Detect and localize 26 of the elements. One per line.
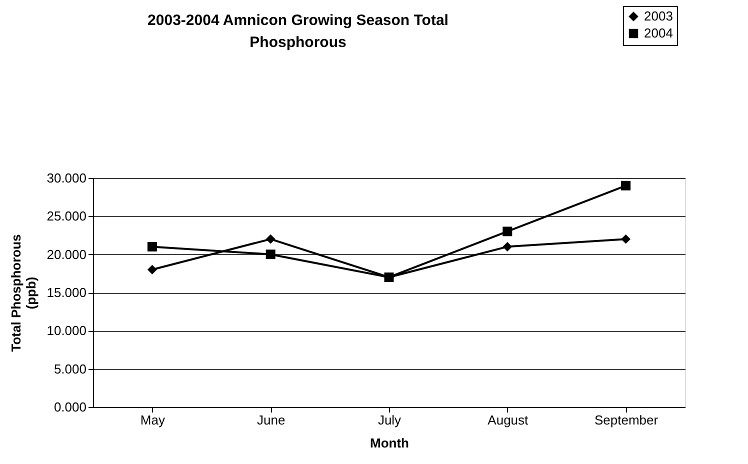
y-tick-label: 5.000 [54,361,86,376]
point [384,272,394,282]
point [502,226,512,236]
y-tick-label: 20.000 [46,246,86,262]
x-axis-title: Month [370,436,410,450]
y-tick-label: 10.000 [46,323,86,338]
point [621,180,631,190]
y-tick-label: 25.000 [46,208,86,224]
point [147,242,157,252]
legend-label: 2003 [644,8,673,24]
x-tick-label: August [488,412,529,428]
point [502,242,512,252]
point [266,234,276,244]
point [621,234,631,244]
x-tick-label: May [140,412,166,428]
legend-label: 2004 [644,26,673,40]
x-tick-label: June [257,412,286,428]
y-tick-label: 0.000 [54,400,86,414]
point [266,250,276,260]
y-tick-label: 30.000 [46,170,86,186]
chart-title: 2003-2004 Amnicon Growing Season Total Phosphorous [148,12,448,51]
x-tick-label: July [378,412,402,428]
y-tick-label: 15.000 [46,285,86,300]
x-tick-label: September [594,412,659,428]
y-axis-title: Total Phosphorous (ppb) [8,234,39,352]
point [147,264,157,274]
